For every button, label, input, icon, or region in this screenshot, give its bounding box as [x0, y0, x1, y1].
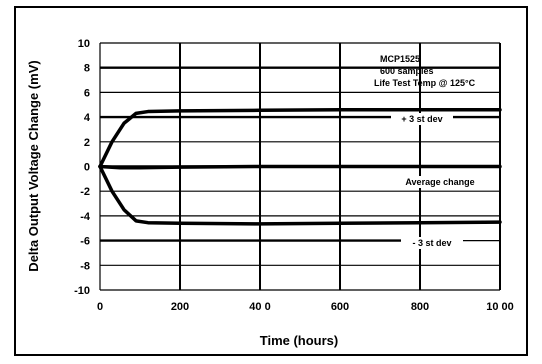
x-tick-label: 200	[171, 301, 189, 313]
annotation-background	[401, 237, 463, 249]
y-tick-label: 0	[84, 162, 90, 174]
y-tick-label: -6	[80, 236, 90, 248]
annotation-lines	[100, 66, 500, 242]
x-axis-title: Time (hours)	[260, 333, 339, 348]
annotation-label: Life Test Temp @ 125°C	[374, 78, 476, 88]
annotation-background	[398, 176, 482, 188]
annotation-label: - 3 st dev	[412, 238, 451, 248]
series-line-1	[98, 164, 502, 170]
y-tick-label: -8	[80, 260, 90, 272]
annotation-label: MCP1525	[380, 54, 420, 64]
y-tick-label: -2	[80, 186, 90, 198]
y-tick-label: 6	[84, 87, 90, 99]
x-tick-label: 40 0	[249, 301, 270, 313]
series-layer	[98, 107, 502, 226]
y-tick-label: 10	[78, 38, 90, 50]
annotation-labels: MCP1525 600 samples Life Test Temp @ 125°C…	[374, 54, 482, 249]
x-tick-label: 10 00	[486, 301, 514, 313]
x-tick-label: 800	[411, 301, 429, 313]
annotation-label: + 3 st dev	[401, 114, 442, 124]
y-tick-label: 4	[84, 112, 91, 124]
annotation-label: 600 samples	[380, 66, 434, 76]
y-axis-title: Delta Output Voltage Change (mV)	[26, 60, 41, 271]
y-tick-label: 2	[84, 137, 90, 149]
annotation-label: Average change	[405, 177, 474, 187]
x-tick-label: 0	[97, 301, 103, 313]
x-tick-label: 600	[331, 301, 349, 313]
series-line-2	[98, 164, 502, 226]
y-tick-label: -4	[80, 211, 91, 223]
tick-labels: 10 8 6 4 2 0 -2 -4 -6 -8 -10 0 200 40 0 600 800 10 00	[74, 38, 514, 313]
series-line-0	[98, 107, 502, 169]
y-tick-label: -10	[74, 285, 90, 297]
y-tick-label: 8	[84, 63, 90, 75]
annotation-background	[391, 113, 453, 125]
